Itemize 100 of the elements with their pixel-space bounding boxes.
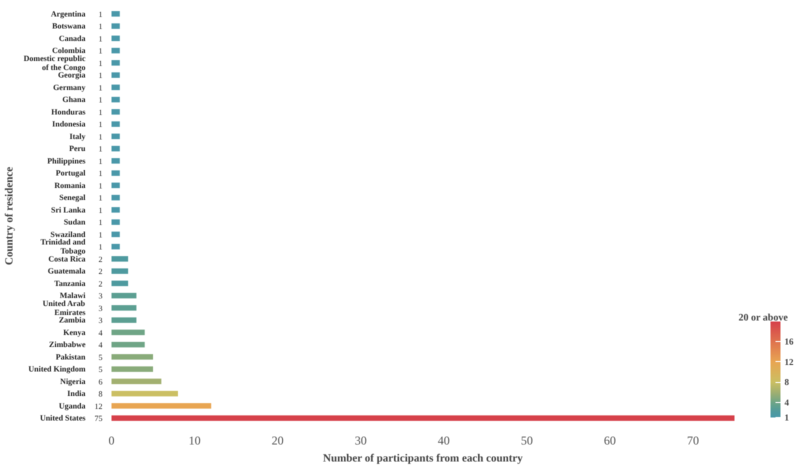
y-tick-label: Nigeria	[60, 376, 86, 386]
data-label: 75	[94, 414, 102, 424]
data-label: 1	[98, 46, 102, 56]
data-label: 1	[98, 194, 102, 203]
x-tick-label: 20	[272, 434, 284, 448]
data-label: 1	[98, 156, 102, 166]
data-label: 1	[98, 181, 102, 190]
y-tick-label: United States	[40, 414, 86, 423]
bar	[112, 60, 120, 66]
bar	[112, 366, 154, 372]
y-tick-label: Pakistan	[56, 352, 86, 362]
bar	[112, 96, 120, 102]
y-tick-label: Germany	[53, 82, 86, 92]
y-tick-label: Senegal	[59, 193, 86, 202]
bar	[112, 207, 120, 213]
bar	[112, 146, 120, 152]
data-label: 2	[98, 254, 102, 264]
data-label: 3	[98, 304, 102, 313]
data-label: 1	[98, 83, 102, 92]
x-tick-label: 30	[354, 434, 367, 448]
bar	[112, 48, 120, 54]
bar	[112, 317, 136, 323]
data-label: 1	[98, 58, 102, 68]
data-label: 2	[98, 279, 102, 288]
color-bar-title: 20 or above	[738, 312, 788, 324]
y-tick-label: Zimbabwe	[49, 340, 86, 350]
bar	[112, 121, 120, 127]
bar	[112, 170, 120, 176]
bar	[112, 378, 162, 384]
y-tick-label: Swaziland	[50, 230, 86, 239]
data-label: 1	[98, 242, 102, 252]
data-label: 2	[98, 267, 102, 276]
data-label: 12	[94, 402, 102, 411]
y-tick-label: Trinidad and Tobago	[40, 238, 86, 256]
x-tick-label: 70	[686, 434, 699, 448]
y-tick-label: United Arab Emirates	[42, 298, 86, 317]
data-label: 1	[98, 230, 102, 240]
y-tick-label: Guatemala	[48, 266, 86, 276]
color-bar-label: 4	[784, 397, 790, 408]
x-tick-label: 10	[188, 434, 201, 448]
y-tick-label: Tanzania	[54, 278, 86, 288]
data-label: 4	[98, 328, 102, 338]
y-tick-label: Romania	[54, 180, 86, 190]
y-axis-title: Country of residence	[4, 166, 16, 266]
data-label: 8	[98, 390, 102, 399]
y-tick-label: Domestic republic of the Congo	[24, 54, 86, 72]
bar	[112, 182, 120, 188]
bar	[112, 36, 120, 42]
y-tick-label: Peru	[69, 144, 86, 154]
bar	[112, 268, 128, 274]
bar	[112, 415, 734, 421]
bar	[112, 72, 120, 78]
y-tick-label: Sudan	[64, 218, 86, 227]
data-label: 6	[98, 377, 102, 386]
bar	[112, 330, 145, 336]
y-tick-label: Philippines	[47, 156, 86, 166]
data-label: 1	[98, 218, 102, 228]
y-tick-label: Canada	[58, 34, 86, 43]
bar	[112, 194, 120, 200]
y-tick-label: Italy	[70, 132, 86, 141]
y-tick-label: Indonesia	[52, 120, 86, 129]
bar	[112, 134, 120, 140]
y-tick-label: United Kingdom	[28, 364, 86, 374]
y-tick-label: Georgia	[58, 70, 86, 80]
bar	[112, 158, 120, 164]
y-tick-label: Sri Lanka	[51, 205, 86, 214]
data-label: 1	[98, 22, 102, 32]
bar	[112, 403, 212, 409]
color-bar-label: 8	[784, 377, 790, 388]
y-tick-label: Kenya	[63, 328, 86, 337]
data-label: 1	[98, 120, 102, 130]
data-label: 3	[98, 316, 102, 326]
bar	[112, 219, 120, 225]
y-tick-label: Costa Rica	[48, 254, 86, 264]
x-tick-label: 40	[438, 434, 450, 448]
bar	[112, 256, 128, 262]
bar	[112, 84, 120, 90]
data-label: 1	[98, 96, 102, 105]
data-label: 1	[98, 132, 102, 142]
data-label: 1	[98, 34, 102, 44]
y-tick-label: Zambia	[58, 316, 86, 325]
bar	[112, 232, 120, 238]
data-label: 1	[98, 10, 102, 19]
y-tick-label: Botswana	[52, 22, 86, 31]
y-tick-label: Ghana	[62, 95, 86, 104]
bar	[112, 342, 145, 348]
bar	[112, 109, 120, 115]
y-tick-label: Honduras	[51, 107, 86, 116]
y-tick-label: Argentina	[50, 9, 86, 18]
y-tick-label: India	[67, 389, 86, 398]
x-tick-label: 60	[604, 434, 616, 448]
data-label: 5	[98, 352, 102, 362]
y-tick-label: Portugal	[56, 168, 86, 178]
bar	[112, 305, 136, 311]
data-label: 1	[98, 206, 102, 215]
bar	[112, 354, 154, 360]
bar	[112, 390, 178, 396]
x-axis-title: Number of participants from each country	[323, 452, 524, 464]
y-tick-label: Colombia	[52, 46, 86, 56]
data-label: 1	[98, 144, 102, 154]
